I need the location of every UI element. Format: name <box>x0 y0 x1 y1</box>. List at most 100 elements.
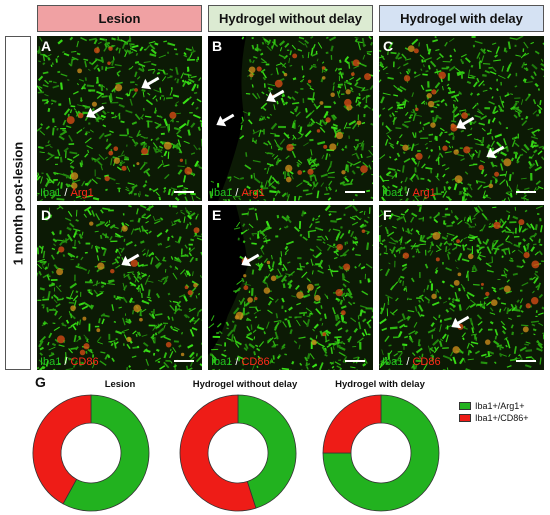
green-cell <box>313 64 316 66</box>
green-cell <box>503 306 507 312</box>
green-cell <box>450 210 453 214</box>
green-cell <box>179 269 186 275</box>
green-cell <box>514 142 520 148</box>
green-cell <box>441 164 446 167</box>
chart-legend: Iba1+/Arg1+ Iba1+/CD86+ <box>459 400 529 424</box>
green-cell <box>503 198 506 201</box>
green-cell <box>340 305 347 310</box>
scale-bar <box>174 191 194 193</box>
green-cell <box>536 282 541 291</box>
green-cell <box>282 321 287 328</box>
green-cell <box>183 295 188 302</box>
green-cell <box>451 105 459 114</box>
green-cell <box>406 315 410 320</box>
green-cell <box>393 117 396 125</box>
green-cell <box>269 358 273 364</box>
green-cell <box>287 319 292 328</box>
green-cell <box>540 225 543 233</box>
green-cell <box>307 97 315 101</box>
green-cell <box>47 140 50 144</box>
green-cell <box>328 228 332 233</box>
green-cell <box>495 46 500 54</box>
green-cell <box>290 174 294 180</box>
red-cell <box>341 170 346 175</box>
green-cell <box>446 367 449 370</box>
green-cell <box>540 58 544 62</box>
green-cell <box>366 242 370 250</box>
green-cell <box>427 155 431 159</box>
green-cell <box>114 235 122 239</box>
green-cell <box>451 297 455 301</box>
green-cell <box>387 296 390 302</box>
green-cell <box>474 350 481 355</box>
green-cell <box>449 38 455 43</box>
green-cell <box>531 323 536 327</box>
green-cell <box>522 259 526 264</box>
green-cell <box>401 53 407 60</box>
green-cell <box>165 245 171 249</box>
green-cell <box>157 243 161 246</box>
green-cell <box>266 167 270 175</box>
green-cell <box>467 236 476 240</box>
green-cell <box>50 254 55 260</box>
green-cell <box>310 47 314 56</box>
green-cell <box>162 189 167 194</box>
green-cell <box>141 88 146 93</box>
green-cell <box>46 177 50 183</box>
green-cell <box>325 235 329 241</box>
green-cell <box>123 273 130 279</box>
green-cell <box>507 73 512 79</box>
green-cell <box>401 123 409 129</box>
green-cell <box>292 137 295 141</box>
green-cell <box>427 345 431 354</box>
green-cell <box>438 145 441 151</box>
green-cell <box>44 266 48 271</box>
green-cell <box>39 130 46 136</box>
green-cell <box>39 37 43 42</box>
green-cell <box>256 347 261 352</box>
green-cell <box>496 242 504 249</box>
green-cell <box>121 150 125 156</box>
green-cell <box>451 145 454 149</box>
green-cell <box>332 123 338 128</box>
green-cell <box>129 47 138 52</box>
green-cell <box>232 195 236 201</box>
green-cell <box>37 75 44 82</box>
green-cell <box>42 273 50 279</box>
green-cell <box>91 157 94 161</box>
green-cell <box>260 68 266 73</box>
red-cell <box>322 332 327 337</box>
red-cell <box>66 116 75 125</box>
green-cell <box>313 103 318 109</box>
green-cell <box>317 342 325 348</box>
green-cell <box>350 178 354 184</box>
green-cell <box>330 126 338 130</box>
green-cell <box>357 42 361 51</box>
green-cell <box>532 110 538 115</box>
green-cell <box>267 337 274 344</box>
green-cell <box>399 144 404 147</box>
green-cell <box>439 127 445 132</box>
green-cell <box>92 196 100 201</box>
green-cell <box>304 42 308 48</box>
green-cell <box>101 110 107 115</box>
green-cell <box>154 262 161 268</box>
green-cell <box>424 142 428 146</box>
green-cell <box>284 252 287 256</box>
green-cell <box>354 81 359 87</box>
green-cell <box>189 316 195 323</box>
green-cell <box>332 243 336 247</box>
green-cell <box>96 176 102 180</box>
green-cell <box>159 242 162 246</box>
green-cell <box>281 267 285 272</box>
green-cell <box>506 340 511 349</box>
stain-green-label: Iba1 <box>382 187 404 199</box>
green-cell <box>505 180 509 187</box>
green-cell <box>342 355 348 363</box>
green-cell <box>256 326 265 331</box>
green-cell <box>173 364 178 368</box>
green-cell <box>100 246 107 251</box>
green-cell <box>379 253 382 256</box>
green-cell <box>141 308 147 313</box>
green-cell <box>308 157 317 163</box>
